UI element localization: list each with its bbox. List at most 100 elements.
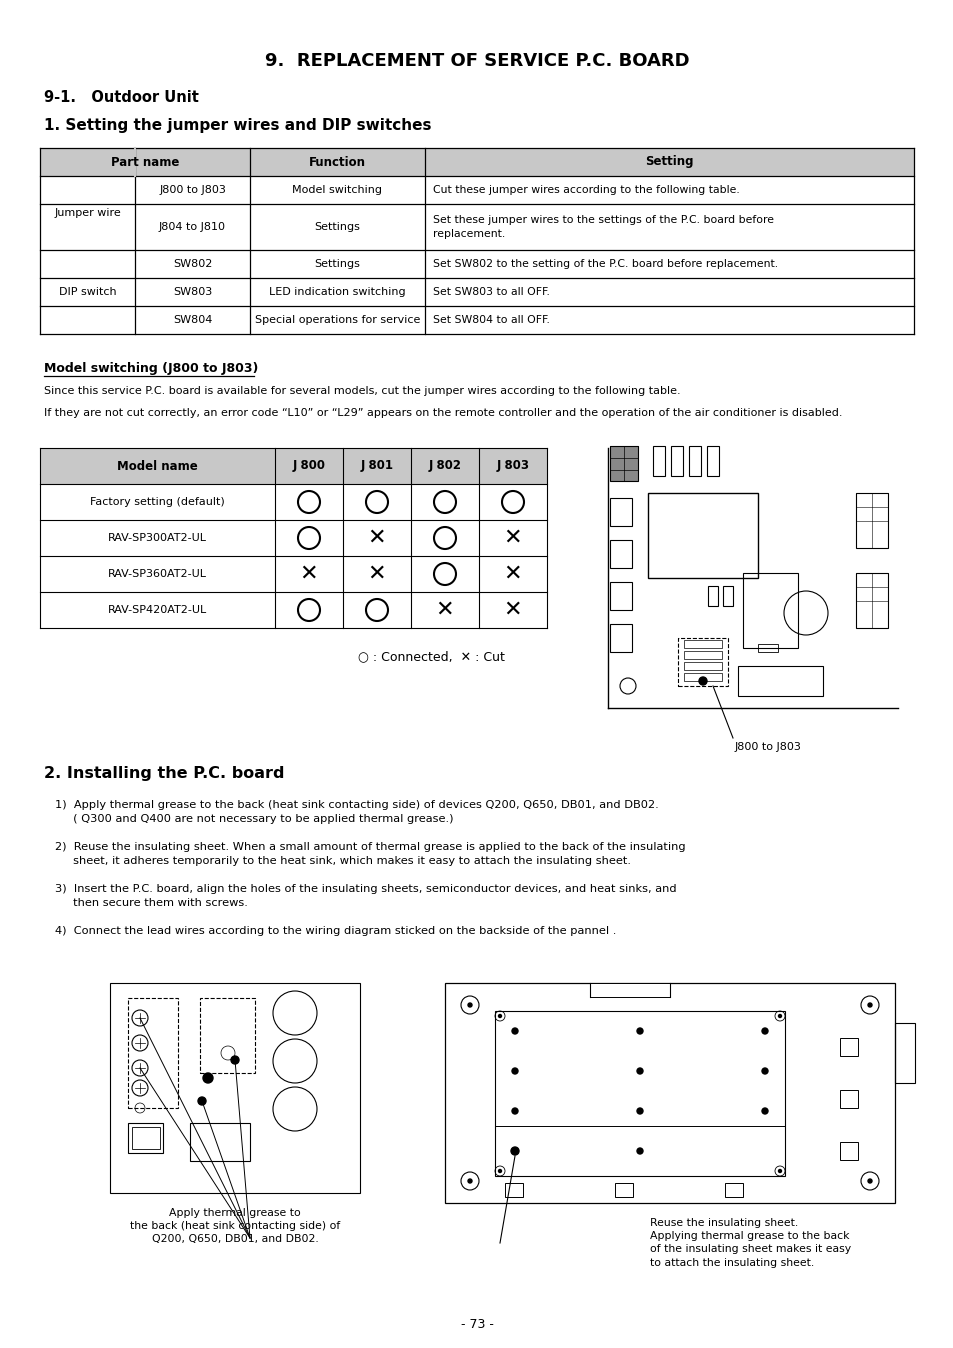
Bar — [683, 651, 721, 659]
Bar — [40, 448, 546, 484]
Text: J800 to J803: J800 to J803 — [159, 185, 226, 195]
Text: ○ : Connected,  ✕ : Cut: ○ : Connected, ✕ : Cut — [357, 650, 504, 663]
Bar — [200, 998, 254, 1073]
Circle shape — [511, 1147, 518, 1155]
Text: J 802: J 802 — [428, 460, 461, 473]
Bar — [589, 983, 669, 998]
Text: If they are not cut correctly, an error code “L10” or “L29” appears on the remot: If they are not cut correctly, an error … — [44, 408, 841, 418]
Bar — [132, 1127, 160, 1148]
Text: ✕: ✕ — [436, 600, 454, 620]
Text: J804 to J810: J804 to J810 — [159, 222, 226, 232]
Bar — [758, 644, 778, 652]
Bar — [444, 983, 894, 1202]
Text: Since this service P.C. board is available for several models, cut the jumper wi: Since this service P.C. board is availab… — [44, 386, 679, 396]
Circle shape — [468, 1180, 472, 1184]
Circle shape — [637, 1029, 642, 1034]
Bar — [615, 1184, 633, 1197]
Circle shape — [231, 1055, 239, 1064]
Circle shape — [498, 1015, 501, 1018]
Text: LED indication switching: LED indication switching — [269, 287, 405, 297]
Bar — [683, 640, 721, 648]
Circle shape — [512, 1029, 517, 1034]
Text: 3)  Insert the P.C. board, align the holes of the insulating sheets, semiconduct: 3) Insert the P.C. board, align the hole… — [55, 884, 676, 909]
Text: RAV-SP420AT2-UL: RAV-SP420AT2-UL — [108, 605, 207, 615]
Text: 4)  Connect the lead wires according to the wiring diagram sticked on the backsi: 4) Connect the lead wires according to t… — [55, 926, 616, 936]
Text: Apply thermal grease to
the back (heat sink contacting side) of
Q200, Q650, DB01: Apply thermal grease to the back (heat s… — [130, 1208, 340, 1244]
Text: J800 to J803: J800 to J803 — [734, 741, 801, 752]
Bar — [652, 446, 664, 476]
Text: Model switching (J800 to J803): Model switching (J800 to J803) — [44, 363, 258, 375]
Text: Set SW802 to the setting of the P.C. board before replacement.: Set SW802 to the setting of the P.C. boa… — [433, 259, 778, 270]
Bar — [647, 493, 758, 578]
Bar — [683, 662, 721, 670]
Bar — [190, 1123, 250, 1161]
Bar — [738, 666, 822, 696]
Circle shape — [637, 1108, 642, 1113]
Text: SW803: SW803 — [172, 287, 212, 297]
Text: Settings: Settings — [314, 259, 360, 270]
Text: 9-1.   Outdoor Unit: 9-1. Outdoor Unit — [44, 90, 198, 105]
Text: ✕: ✕ — [503, 528, 521, 549]
Bar — [670, 446, 682, 476]
Text: Special operations for service: Special operations for service — [254, 315, 419, 325]
Text: Model name: Model name — [117, 460, 197, 473]
Text: Part name: Part name — [111, 155, 179, 168]
Bar — [683, 673, 721, 681]
Bar — [742, 573, 797, 648]
Bar — [688, 446, 700, 476]
Bar — [609, 624, 631, 652]
Bar — [609, 446, 638, 481]
Text: Settings: Settings — [314, 222, 360, 232]
Text: Set these jumper wires to the settings of the P.C. board before
replacement.: Set these jumper wires to the settings o… — [433, 216, 773, 239]
Bar — [128, 998, 178, 1108]
Text: 1)  Apply thermal grease to the back (heat sink contacting side) of devices Q200: 1) Apply thermal grease to the back (hea… — [55, 799, 659, 824]
Bar — [855, 493, 887, 549]
Text: 9.  REPLACEMENT OF SERVICE P.C. BOARD: 9. REPLACEMENT OF SERVICE P.C. BOARD — [264, 53, 689, 70]
Bar — [110, 983, 359, 1193]
Circle shape — [699, 677, 706, 685]
Bar — [707, 586, 718, 607]
Circle shape — [867, 1180, 871, 1184]
Text: Set SW804 to all OFF.: Set SW804 to all OFF. — [433, 315, 549, 325]
Bar — [855, 573, 887, 628]
Circle shape — [778, 1170, 781, 1173]
Text: RAV-SP360AT2-UL: RAV-SP360AT2-UL — [108, 569, 207, 580]
Text: J 800: J 800 — [293, 460, 325, 473]
Bar — [722, 586, 732, 607]
Bar — [609, 497, 631, 526]
Circle shape — [468, 1003, 472, 1007]
Bar — [840, 1038, 857, 1055]
Text: SW804: SW804 — [172, 315, 212, 325]
Bar — [609, 541, 631, 568]
Text: Setting: Setting — [644, 155, 693, 168]
Bar — [724, 1184, 742, 1197]
Text: 1. Setting the jumper wires and DIP switches: 1. Setting the jumper wires and DIP swit… — [44, 119, 431, 133]
Circle shape — [637, 1068, 642, 1074]
Text: ✕: ✕ — [503, 600, 521, 620]
Circle shape — [198, 1097, 206, 1105]
Text: 2. Installing the P.C. board: 2. Installing the P.C. board — [44, 766, 284, 780]
Text: Cut these jumper wires according to the following table.: Cut these jumper wires according to the … — [433, 185, 739, 195]
Circle shape — [203, 1073, 213, 1082]
Circle shape — [498, 1170, 501, 1173]
Circle shape — [761, 1068, 767, 1074]
Text: ✕: ✕ — [503, 563, 521, 584]
Bar — [894, 1023, 914, 1082]
Text: Factory setting (default): Factory setting (default) — [90, 497, 225, 507]
Text: ✕: ✕ — [367, 563, 386, 584]
Bar — [706, 446, 719, 476]
Text: ✕: ✕ — [299, 563, 318, 584]
Bar — [609, 582, 631, 611]
Text: J 803: J 803 — [496, 460, 529, 473]
Text: Set SW803 to all OFF.: Set SW803 to all OFF. — [433, 287, 549, 297]
Circle shape — [512, 1068, 517, 1074]
Text: ✕: ✕ — [367, 528, 386, 549]
Bar — [504, 1184, 522, 1197]
Text: - 73 -: - 73 - — [460, 1318, 493, 1330]
Circle shape — [761, 1108, 767, 1113]
Text: DIP switch: DIP switch — [59, 287, 116, 297]
Text: 2)  Reuse the insulating sheet. When a small amount of thermal grease is applied: 2) Reuse the insulating sheet. When a sm… — [55, 842, 685, 865]
Circle shape — [761, 1029, 767, 1034]
Text: Jumper wire: Jumper wire — [54, 208, 121, 218]
Circle shape — [867, 1003, 871, 1007]
